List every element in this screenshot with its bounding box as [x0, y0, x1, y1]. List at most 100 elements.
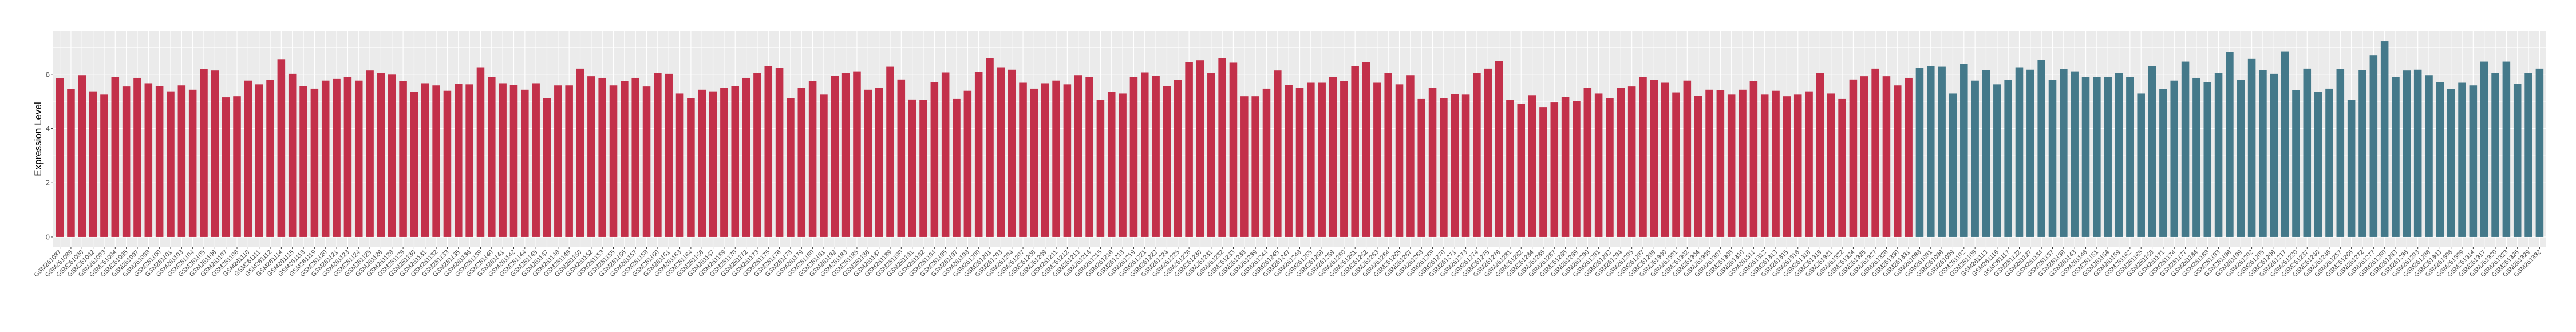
bar-GSM261231 — [1207, 73, 1215, 237]
bar-GSM261205 — [2259, 70, 2267, 237]
bar-GSM261246 — [2325, 88, 2333, 237]
bar-GSM261119 — [310, 88, 319, 237]
bar-GSM261148 — [554, 85, 562, 237]
bar-GSM261112 — [266, 80, 274, 237]
bar-GSM261160 — [654, 73, 662, 237]
y-tick-label: 0 — [46, 232, 50, 241]
bar-GSM261127 — [2026, 69, 2034, 237]
bar-GSM261219 — [1129, 77, 1138, 237]
bar-GSM261263 — [1373, 82, 1381, 237]
bar-GSM261125 — [366, 70, 374, 237]
bar-GSM261162 — [2126, 77, 2134, 237]
bar-GSM261187 — [875, 88, 883, 237]
bar-GSM261240 — [2314, 92, 2322, 237]
bar-GSM261178 — [787, 98, 795, 237]
bar-GSM261177 — [2181, 61, 2190, 237]
bar-GSM261261 — [1351, 66, 1359, 237]
bar-GSM261131 — [421, 83, 429, 237]
x-axis: GSM261087GSM261089GSM261090GSM261092GSM2… — [33, 247, 2543, 279]
bar-GSM261315 — [1783, 96, 1791, 237]
bar-GSM261214 — [1085, 77, 1093, 237]
bar-GSM261248 — [1295, 88, 1304, 237]
bar-GSM261208 — [1030, 88, 1038, 237]
bar-GSM261147 — [543, 98, 551, 237]
bar-GSM261159 — [2115, 73, 2123, 237]
bar-GSM261232 — [1218, 58, 1226, 237]
bar-GSM261295 — [1627, 86, 1636, 237]
bar-GSM261137 — [2048, 80, 2057, 237]
bar-GSM261157 — [631, 77, 639, 237]
bar-GSM261139 — [476, 67, 485, 237]
bar-GSM261260 — [1340, 81, 1348, 237]
bar-GSM261149 — [565, 85, 573, 237]
bar-GSM261329 — [2524, 73, 2532, 237]
bar-GSM261193 — [2214, 73, 2223, 237]
bar-GSM261262 — [1362, 62, 1370, 237]
bar-GSM261247 — [1285, 85, 1293, 237]
bar-GSM261144 — [521, 89, 529, 237]
bar-GSM261094 — [111, 77, 120, 237]
bar-GSM261309 — [2458, 82, 2466, 237]
y-tick-label: 4 — [46, 124, 50, 133]
bar-GSM261215 — [1096, 100, 1105, 237]
bar-GSM261170 — [731, 86, 740, 237]
bar-GSM261129 — [399, 81, 407, 237]
bar-GSM261182 — [831, 76, 839, 237]
bar-GSM261092 — [89, 91, 97, 237]
bar-GSM261166 — [698, 89, 706, 237]
bar-GSM261297 — [1639, 77, 1647, 237]
y-axis: 0 2 4 6 — [46, 70, 53, 241]
bar-GSM261325 — [1860, 76, 1868, 237]
bar-GSM261175 — [764, 66, 773, 237]
bar-GSM261142 — [509, 85, 518, 237]
bar-GSM261321 — [1827, 93, 1835, 237]
bar-GSM261267 — [1406, 75, 1415, 237]
bar-GSM261224 — [1163, 86, 1171, 237]
bar-GSM261126 — [377, 73, 385, 237]
y-axis-label: Expression Level — [33, 102, 44, 176]
bar-GSM261106 — [211, 70, 219, 237]
bar-GSM261255 — [1307, 82, 1315, 237]
bar-GSM261114 — [277, 59, 286, 237]
bar-GSM261146 — [2081, 77, 2090, 237]
bar-GSM261191 — [908, 99, 916, 237]
bar-GSM261270 — [1440, 98, 1448, 237]
bar-GSM261174 — [2170, 80, 2178, 237]
bar-GSM261331 — [1905, 77, 1913, 237]
bar-GSM261168 — [2148, 66, 2156, 237]
bar-GSM261117 — [2004, 80, 2012, 237]
bar-GSM261097 — [133, 77, 141, 237]
bar-GSM261291 — [1594, 93, 1603, 237]
bar-GSM261158 — [642, 86, 651, 237]
bar-GSM261179 — [797, 88, 806, 237]
bar-GSM261145 — [532, 83, 540, 237]
bar-GSM261199 — [2237, 80, 2245, 237]
bar-GSM261220 — [2292, 90, 2300, 237]
bar-GSM261138 — [2060, 69, 2068, 237]
bar-GSM261135 — [455, 84, 463, 237]
bar-GSM261098 — [144, 83, 153, 237]
bar-GSM261206 — [2270, 73, 2278, 237]
bar-GSM261093 — [100, 94, 108, 237]
y-tick-label: 6 — [46, 70, 50, 78]
bar-GSM261324 — [1849, 79, 1858, 237]
bar-GSM261183 — [841, 73, 850, 237]
bar-GSM261185 — [853, 71, 861, 237]
bar-GSM261314 — [2469, 85, 2478, 237]
bar-GSM261245 — [1274, 70, 1282, 237]
bar-GSM261313 — [1772, 90, 1780, 237]
bar-GSM261316 — [1793, 94, 1802, 237]
bar-GSM261171 — [2159, 89, 2167, 237]
bar-GSM261120 — [321, 80, 330, 237]
bar-GSM261113 — [1982, 70, 1990, 237]
bar-GSM261213 — [1074, 75, 1082, 237]
bars — [56, 41, 2544, 237]
bar-GSM261238 — [1240, 96, 1249, 237]
bar-GSM261259 — [1329, 77, 1337, 237]
bar-GSM261118 — [299, 86, 307, 237]
bar-GSM261312 — [1760, 94, 1769, 237]
bar-GSM261311 — [1749, 81, 1758, 237]
bar-GSM261320 — [2491, 73, 2499, 237]
bar-GSM261286 — [2403, 70, 2411, 237]
